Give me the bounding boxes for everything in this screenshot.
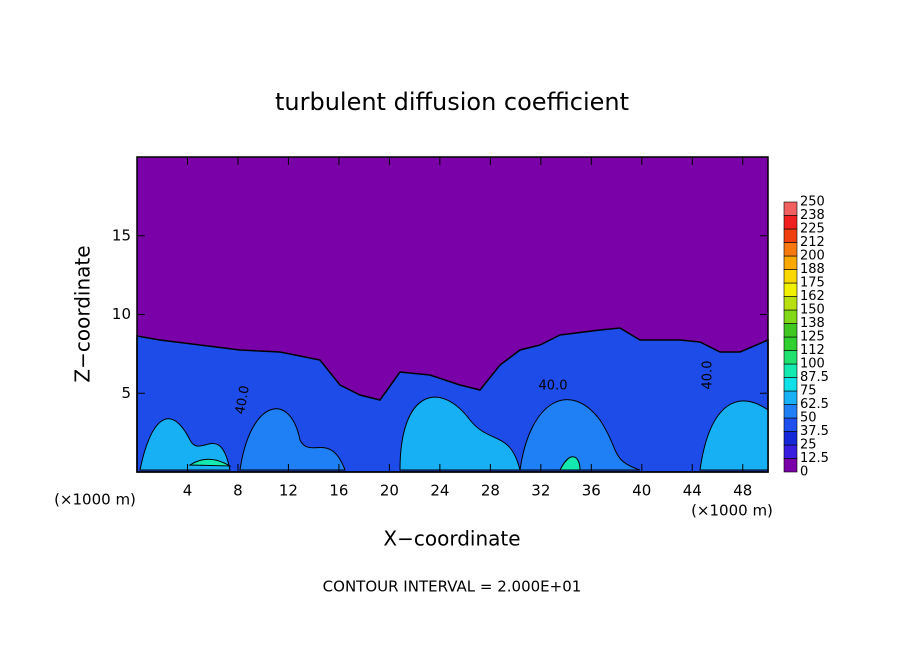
colorbar-label: 37.5	[800, 424, 829, 439]
x-tick-label: 24	[430, 482, 449, 500]
colorbar-swatch	[783, 458, 798, 473]
colorbar-label: 100	[800, 357, 825, 372]
y-axis-label: Z−coordinate	[71, 245, 95, 382]
colorbar-swatch	[783, 417, 798, 432]
colorbar-label: 0	[800, 465, 808, 480]
x-tick-label: 40	[632, 482, 651, 500]
colorbar-swatch	[783, 201, 798, 216]
colorbar-swatch	[783, 242, 798, 257]
x-tick-label: 44	[683, 482, 702, 500]
colorbar-swatch	[783, 377, 798, 392]
colorbar-label: 75	[800, 384, 817, 399]
colorbar-swatch	[783, 404, 798, 419]
x-tick-label: 32	[531, 482, 550, 500]
colorbar-swatch	[783, 363, 798, 378]
colorbar-label: 112	[800, 343, 825, 358]
y-unit: (×1000 m)	[54, 491, 136, 509]
colorbar-swatch	[783, 228, 798, 243]
field-swirl	[399, 396, 521, 471]
x-tick-label: 36	[582, 482, 601, 500]
colorbar-swatch	[783, 282, 798, 297]
contour-label: 40.0	[233, 384, 253, 415]
x-axis-label: X−coordinate	[383, 527, 520, 551]
y-tick-label: 15	[112, 226, 131, 244]
x-tick-label: 48	[733, 482, 752, 500]
colorbar-swatch	[783, 255, 798, 270]
colorbar-label: 188	[800, 262, 825, 277]
x-tick-label: 28	[481, 482, 500, 500]
chart-title: turbulent diffusion coefficient	[275, 88, 629, 116]
colorbar-swatch	[783, 309, 798, 324]
x-tick-label: 12	[279, 482, 298, 500]
colorbar-label: 175	[800, 276, 825, 291]
field-swirl	[239, 408, 346, 471]
colorbar-label: 250	[800, 195, 825, 210]
colorbar-label: 238	[800, 208, 825, 223]
colorbar-swatch	[783, 336, 798, 351]
colorbar-label: 12.5	[800, 451, 829, 466]
colorbar-label: 25	[800, 438, 817, 453]
colorbar-label: 162	[800, 289, 825, 304]
colorbar-label: 62.5	[800, 397, 829, 412]
colorbar-swatch	[783, 390, 798, 405]
colorbar-swatch	[783, 431, 798, 446]
x-tick-label: 4	[183, 482, 193, 500]
colorbar-label: 200	[800, 249, 825, 264]
colorbar-swatch	[783, 323, 798, 338]
colorbar-swatch	[783, 269, 798, 284]
colorbar-label: 50	[800, 411, 817, 426]
field-swirl	[519, 399, 641, 471]
colorbar-label: 125	[800, 330, 825, 345]
colorbar-swatch	[783, 350, 798, 365]
y-tick-label: 10	[112, 305, 131, 323]
colorbar-swatch	[783, 215, 798, 230]
x-unit: (×1000 m)	[691, 502, 773, 520]
x-tick-label: 16	[329, 482, 348, 500]
colorbar-label: 87.5	[800, 370, 829, 385]
field-swirl	[559, 456, 581, 471]
field	[136, 157, 769, 473]
colorbar-swatch	[783, 296, 798, 311]
field-swirl	[139, 418, 231, 471]
colorbar-swatch	[783, 444, 798, 459]
contour-label: 40.0	[539, 379, 568, 394]
x-tick-label: 20	[380, 482, 399, 500]
colorbar-label: 225	[800, 222, 825, 237]
colorbar-label: 212	[800, 235, 825, 250]
y-tick-label: 5	[121, 384, 131, 402]
field-swirl	[188, 458, 232, 467]
colorbar-label: 138	[800, 316, 825, 331]
colorbar-label: 150	[800, 303, 825, 318]
contour-label: 40.0	[701, 361, 716, 390]
x-tick-label: 8	[233, 482, 243, 500]
annotation: CONTOUR INTERVAL = 2.000E+01	[323, 578, 582, 596]
